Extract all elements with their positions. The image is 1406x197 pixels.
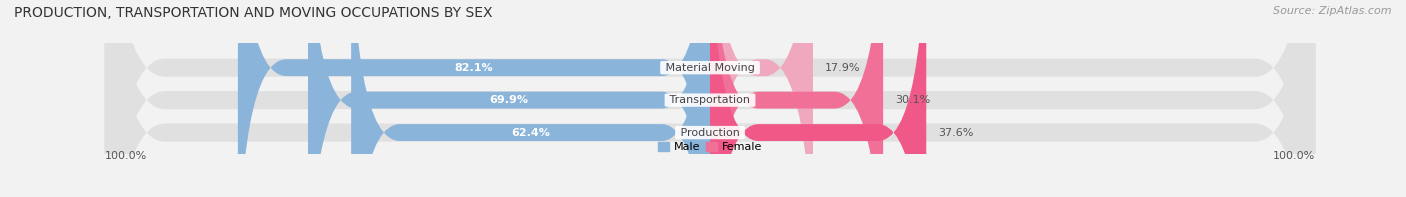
FancyBboxPatch shape [710, 0, 883, 197]
FancyBboxPatch shape [710, 0, 813, 197]
Text: Transportation: Transportation [666, 95, 754, 105]
Text: Material Moving: Material Moving [662, 63, 758, 73]
FancyBboxPatch shape [308, 0, 710, 197]
FancyBboxPatch shape [352, 0, 710, 197]
Text: 82.1%: 82.1% [454, 63, 494, 73]
FancyBboxPatch shape [104, 0, 1316, 197]
Text: 17.9%: 17.9% [825, 63, 860, 73]
Text: 100.0%: 100.0% [1274, 151, 1316, 161]
FancyBboxPatch shape [104, 0, 1316, 197]
FancyBboxPatch shape [710, 0, 927, 197]
FancyBboxPatch shape [104, 0, 1316, 197]
Legend: Male, Female: Male, Female [654, 138, 766, 157]
Text: 37.6%: 37.6% [938, 128, 974, 138]
Text: PRODUCTION, TRANSPORTATION AND MOVING OCCUPATIONS BY SEX: PRODUCTION, TRANSPORTATION AND MOVING OC… [14, 6, 492, 20]
Text: 100.0%: 100.0% [104, 151, 146, 161]
Text: Production: Production [676, 128, 744, 138]
Text: 69.9%: 69.9% [489, 95, 529, 105]
Text: 62.4%: 62.4% [512, 128, 550, 138]
FancyBboxPatch shape [238, 0, 710, 197]
Text: Source: ZipAtlas.com: Source: ZipAtlas.com [1274, 6, 1392, 16]
Text: 30.1%: 30.1% [896, 95, 931, 105]
